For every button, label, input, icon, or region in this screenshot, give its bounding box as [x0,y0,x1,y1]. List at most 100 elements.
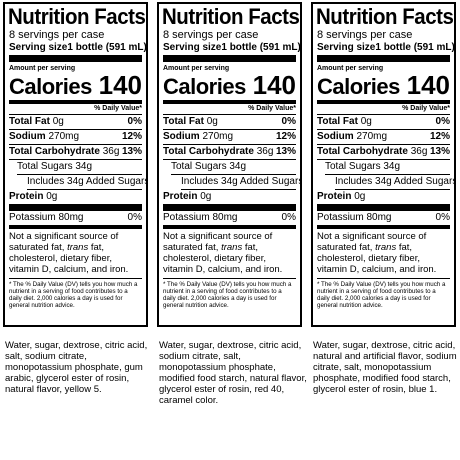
panel-title: Nutrition Facts [162,4,300,29]
added-sugars-row: Includes 34g Added Sugars 69% [181,175,300,190]
daily-value-footnote: * The % Daily Value (DV) tells you how m… [163,281,292,309]
total-sugars: Total Sugars 34g [325,161,401,172]
potassium: Potassium 80mg [317,212,392,223]
sodium-dv: 12% [121,131,142,142]
sodium-dv: 12% [429,131,450,142]
nutrition-facts-panel: Nutrition Facts 8 servings per case Serv… [311,2,456,327]
amount-per-serving: Amount per serving [317,65,384,72]
calories-label: Calories [9,74,92,99]
daily-value-footnote: * The % Daily Value (DV) tells you how m… [9,281,138,309]
protein-row: Protein 0g [163,190,296,211]
sodium-amount: 270mg [48,131,80,142]
total-fat-amount: 0g [52,116,64,127]
amount-per-serving: Amount per serving [163,65,230,72]
calories-row: Calories 140 [163,70,296,104]
panel-title: Nutrition Facts [316,4,454,29]
daily-value-footnote: * The % Daily Value (DV) tells you how m… [317,281,446,309]
not-significant-note: Not a significant source of saturated fa… [9,229,142,279]
serving-size-label: Serving size [317,42,376,53]
total-sugars-row: Total Sugars 34g [17,160,142,175]
calories-label: Calories [317,74,400,99]
protein-amount: 0g [200,191,212,202]
servings-per-case: 8 servings per case [163,29,259,41]
daily-value-header: % Daily Value* [9,104,142,115]
servings-per-case: 8 servings per case [9,29,105,41]
total-sugars-row: Total Sugars 34g [325,160,450,175]
protein-amount: 0g [354,191,366,202]
carbohydrate-label: Total Carbohydrate [317,146,408,157]
protein-row: Protein 0g [317,190,450,211]
total-fat-dv: 0% [281,116,296,127]
carbohydrate-row: Total Carbohydrate 36g 13% [9,145,142,160]
not-significant-note: Not a significant source of saturated fa… [163,229,296,279]
potassium-dv: 0% [281,212,296,223]
sodium-label: Sodium [317,131,354,142]
protein-row: Protein 0g [9,190,142,211]
potassium: Potassium 80mg [9,212,84,223]
protein-amount: 0g [46,191,58,202]
nutrition-facts-panel: Nutrition Facts 8 servings per case Serv… [3,2,148,327]
calories-row: Calories 140 [317,72,450,104]
calories-label: Calories [163,74,246,99]
panel-title: Nutrition Facts [8,4,146,29]
serving-size-label: Serving size [163,42,222,53]
total-fat-label: Total Fat [163,116,204,127]
servings-per-case: 8 servings per case [317,29,413,41]
added-sugars-row: Includes 34g Added Sugars 69% [27,175,146,190]
not-significant-note: Not a significant source of saturated fa… [317,229,450,279]
total-sugars: Total Sugars 34g [171,161,247,172]
total-fat-dv: 0% [127,116,142,127]
serving-size-label: Serving size [9,42,68,53]
potassium-row: Potassium 80mg 0% [9,211,142,229]
ingredients-list: Water, sugar, dextrose, citric acid, nat… [313,340,457,395]
carbohydrate-row: Total Carbohydrate 36g 13% [317,145,450,160]
added-sugars: Includes 34g Added Sugars [335,176,456,187]
protein-label: Protein [317,191,352,202]
sodium-amount: 270mg [356,131,388,142]
total-fat-row: Total Fat 0g 0% [9,115,142,130]
calories-value: 140 [252,70,296,100]
potassium-row: Potassium 80mg 0% [317,211,450,229]
total-sugars-row: Total Sugars 34g [171,160,296,175]
total-fat-label: Total Fat [9,116,50,127]
serving-size-value: 1 bottle (591 mL) [221,42,301,53]
potassium: Potassium 80mg [163,212,238,223]
total-fat-row: Total Fat 0g 0% [163,115,296,130]
serving-size-row: Serving size 1 bottle (591 mL) [9,41,146,62]
added-sugars: Includes 34g Added Sugars [181,176,302,187]
carbohydrate-label: Total Carbohydrate [9,146,100,157]
daily-value-header: % Daily Value* [317,104,450,115]
calories-value: 140 [98,70,142,100]
carbohydrate-row: Total Carbohydrate 36g 13% [163,145,296,160]
serving-size-row: Serving size 1 bottle (591 mL) [163,41,300,62]
carbohydrate-amount: 36g [102,146,120,157]
protein-label: Protein [9,191,44,202]
serving-size-value: 1 bottle (591 mL) [375,42,455,53]
carbohydrate-label: Total Carbohydrate [163,146,254,157]
serving-size-value: 1 bottle (591 mL) [67,42,147,53]
carbohydrate-dv: 13% [429,146,450,157]
total-fat-amount: 0g [206,116,218,127]
sodium-dv: 12% [275,131,296,142]
potassium-row: Potassium 80mg 0% [163,211,296,229]
total-sugars: Total Sugars 34g [17,161,93,172]
total-fat-dv: 0% [435,116,450,127]
calories-row: Calories 140 [9,70,142,104]
potassium-dv: 0% [435,212,450,223]
sodium-amount: 270mg [202,131,234,142]
carbohydrate-dv: 13% [275,146,296,157]
sodium-row: Sodium 270mg 12% [163,130,296,145]
total-fat-amount: 0g [360,116,372,127]
added-sugars-row: Includes 34g Added Sugars 69% [335,175,454,190]
amount-per-serving: Amount per serving [9,65,76,72]
sodium-label: Sodium [9,131,46,142]
nutrition-facts-panel: Nutrition Facts 8 servings per case Serv… [157,2,302,327]
carbohydrate-amount: 36g [256,146,274,157]
total-fat-row: Total Fat 0g 0% [317,115,450,130]
protein-label: Protein [163,191,198,202]
serving-size-row: Serving size 1 bottle (591 mL) [317,41,454,62]
carbohydrate-amount: 36g [410,146,428,157]
added-sugars: Includes 34g Added Sugars [27,176,148,187]
daily-value-header: % Daily Value* [163,104,296,115]
total-fat-label: Total Fat [317,116,358,127]
